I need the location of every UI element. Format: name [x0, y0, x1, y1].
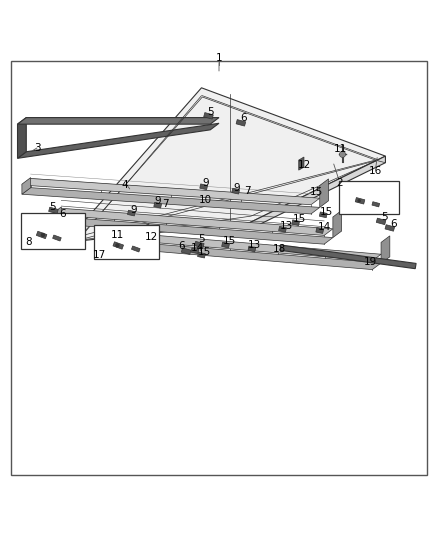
- Polygon shape: [333, 211, 342, 238]
- Text: 15: 15: [223, 236, 236, 246]
- Polygon shape: [194, 241, 204, 248]
- Text: 9: 9: [233, 183, 240, 192]
- Polygon shape: [372, 201, 380, 207]
- Polygon shape: [200, 184, 208, 190]
- Polygon shape: [53, 217, 333, 244]
- Text: 15: 15: [293, 214, 306, 224]
- Polygon shape: [248, 246, 256, 252]
- Text: 6: 6: [240, 114, 247, 124]
- Polygon shape: [113, 242, 124, 249]
- Text: 13: 13: [247, 240, 261, 251]
- Text: 5: 5: [207, 107, 214, 117]
- Polygon shape: [319, 212, 327, 217]
- Polygon shape: [376, 218, 386, 224]
- Text: 16: 16: [369, 166, 382, 176]
- Polygon shape: [280, 245, 416, 269]
- Text: 15: 15: [320, 207, 333, 217]
- Bar: [339, 181, 399, 214]
- Polygon shape: [181, 248, 191, 254]
- Polygon shape: [36, 231, 47, 239]
- Polygon shape: [22, 177, 31, 194]
- Polygon shape: [316, 228, 324, 233]
- Polygon shape: [232, 188, 240, 194]
- Polygon shape: [66, 88, 385, 243]
- Text: 3: 3: [34, 143, 41, 154]
- Text: 12: 12: [145, 232, 158, 242]
- Polygon shape: [18, 118, 219, 124]
- Text: 4: 4: [121, 181, 128, 190]
- Text: 2: 2: [336, 178, 343, 188]
- Bar: [21, 213, 85, 249]
- Text: 1: 1: [215, 53, 223, 63]
- Circle shape: [41, 233, 45, 237]
- Polygon shape: [127, 210, 135, 216]
- Text: 9: 9: [154, 196, 161, 206]
- Polygon shape: [127, 233, 381, 261]
- Polygon shape: [53, 235, 61, 241]
- Polygon shape: [127, 232, 136, 249]
- Text: 13: 13: [280, 221, 293, 231]
- Polygon shape: [385, 225, 395, 231]
- Polygon shape: [381, 236, 390, 263]
- Polygon shape: [49, 207, 58, 214]
- Polygon shape: [131, 246, 140, 252]
- Polygon shape: [320, 179, 328, 207]
- Text: 8: 8: [25, 237, 32, 247]
- Text: 7: 7: [244, 186, 251, 196]
- Polygon shape: [53, 207, 61, 223]
- Polygon shape: [154, 203, 162, 208]
- Bar: [94, 225, 159, 260]
- Polygon shape: [236, 119, 246, 126]
- Text: 12: 12: [298, 160, 311, 170]
- Circle shape: [339, 151, 346, 157]
- Text: 5: 5: [49, 202, 56, 212]
- Text: 11: 11: [111, 230, 124, 240]
- Polygon shape: [299, 157, 304, 170]
- Text: 10: 10: [198, 196, 212, 205]
- Circle shape: [115, 243, 120, 248]
- Polygon shape: [204, 112, 213, 119]
- Polygon shape: [250, 156, 385, 229]
- Text: 7: 7: [162, 199, 169, 209]
- Polygon shape: [58, 214, 67, 220]
- Text: 18: 18: [273, 244, 286, 254]
- Polygon shape: [144, 223, 149, 237]
- Text: 6: 6: [178, 241, 185, 251]
- Polygon shape: [292, 220, 300, 225]
- Text: 5: 5: [381, 213, 388, 222]
- Text: 9: 9: [130, 205, 137, 215]
- Polygon shape: [191, 248, 199, 254]
- Polygon shape: [18, 123, 219, 158]
- Text: 15: 15: [310, 187, 323, 197]
- Circle shape: [357, 199, 361, 203]
- Polygon shape: [18, 118, 26, 158]
- Text: 19: 19: [364, 257, 377, 267]
- Text: 14: 14: [318, 222, 331, 232]
- Polygon shape: [198, 252, 205, 258]
- Polygon shape: [355, 198, 365, 204]
- Text: 11: 11: [334, 144, 347, 154]
- Text: 14: 14: [191, 243, 204, 253]
- Text: 6: 6: [390, 219, 397, 229]
- Polygon shape: [53, 208, 333, 236]
- Polygon shape: [279, 227, 286, 232]
- Text: 6: 6: [59, 209, 66, 219]
- Polygon shape: [22, 188, 320, 214]
- Polygon shape: [22, 179, 320, 205]
- Polygon shape: [222, 242, 230, 248]
- Text: 17: 17: [93, 249, 106, 260]
- Polygon shape: [127, 243, 381, 270]
- Text: 15: 15: [198, 247, 211, 257]
- Text: 9: 9: [202, 178, 209, 188]
- Circle shape: [117, 236, 124, 242]
- Text: 5: 5: [198, 235, 205, 244]
